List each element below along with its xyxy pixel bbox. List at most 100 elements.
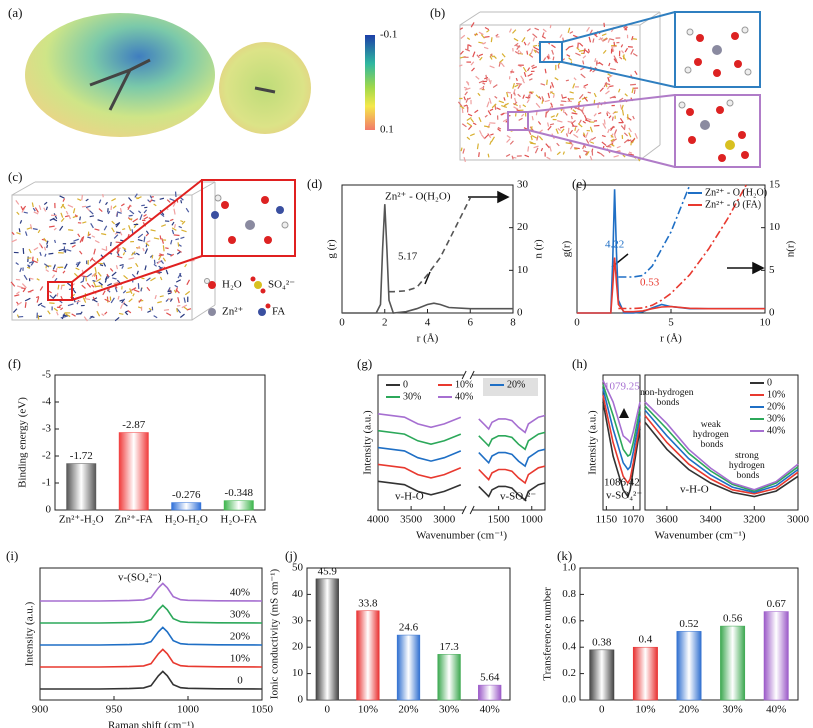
molecule-stick (65, 313, 71, 318)
molecule-stick (466, 122, 473, 127)
molecule-stick (84, 297, 91, 301)
y-axis-label: Intensity (a.u.) (587, 410, 599, 475)
x-tick-label: 8 (510, 317, 516, 329)
molecule-stick (634, 132, 638, 139)
molecule-stick (99, 264, 104, 267)
molecule-stick (621, 50, 625, 54)
molecule-stick (161, 224, 167, 227)
molecule-stick (106, 273, 110, 277)
molecule-stick (45, 206, 48, 211)
molecule-stick (560, 100, 567, 103)
molecule-stick (161, 238, 165, 244)
molecule-stick (589, 126, 593, 133)
molecule-stick (513, 156, 517, 159)
molecule-stick (177, 249, 182, 253)
molecule-stick (150, 229, 156, 232)
y-tick-label: -5 (42, 369, 52, 381)
legend-label: 30% (767, 413, 785, 424)
molecule-stick (631, 36, 634, 41)
molecule-stick (582, 132, 586, 137)
axis-break (469, 505, 475, 515)
molecule-stick (490, 37, 493, 43)
molecule-stick (582, 60, 585, 65)
molecule-stick (534, 27, 540, 31)
bar (676, 631, 702, 701)
molecule-stick (584, 151, 588, 156)
molecule-stick (111, 220, 116, 225)
molecule-stick (55, 267, 58, 272)
molecule-stick (94, 228, 100, 231)
molecule-stick (496, 107, 501, 111)
molecule-stick (76, 299, 80, 305)
molecule-stick (128, 225, 132, 232)
molecule-stick (27, 289, 34, 293)
molecule-stick (118, 312, 124, 315)
legend-text: FA (272, 306, 285, 318)
molecule-stick (599, 87, 604, 92)
molecule-stick (52, 294, 57, 299)
molecule-stick (106, 275, 110, 280)
molecule-stick (566, 54, 571, 57)
molecule-stick (145, 230, 149, 235)
molecule-stick (574, 127, 577, 131)
molecule-stick (590, 141, 595, 144)
legend-text: H₂O (222, 279, 242, 291)
molecule-stick (138, 298, 142, 303)
molecule-stick (542, 35, 546, 39)
molecule-stick (115, 241, 122, 244)
molecule-stick (159, 235, 162, 240)
inset-molecules (211, 194, 289, 244)
molecule-stick (565, 142, 571, 145)
molecule-stick (609, 38, 615, 41)
y2-tick-label: 30 (517, 179, 529, 191)
molecule-stick (586, 117, 592, 121)
molecule-stick (519, 51, 523, 55)
x-axis-label: r (Å) (417, 333, 439, 345)
molecule-stick (158, 255, 162, 261)
series-line (618, 184, 691, 278)
x-tick-label: H₂O-H₂O (165, 514, 208, 526)
series-line (40, 604, 263, 624)
molecule-stick (143, 236, 146, 243)
molecule-stick (547, 92, 551, 99)
molecule-stick (545, 111, 547, 118)
molecule-stick (618, 97, 624, 102)
molecule-stick (85, 198, 89, 202)
y-tick-label: -4 (42, 396, 52, 408)
molecule-stick (527, 42, 531, 46)
x-tick-label: 4000 (367, 514, 390, 526)
molecule-stick (57, 284, 60, 290)
molecule-stick (34, 207, 39, 213)
molecule-stick (602, 122, 607, 129)
molecule-stick (621, 109, 625, 116)
molecule-stick (166, 199, 171, 203)
molecule-stick (149, 195, 153, 199)
series-line (644, 401, 799, 491)
molecule-stick (460, 34, 466, 39)
molecule-stick (139, 214, 143, 221)
inset-molecules (678, 26, 752, 162)
molecule-stick (134, 193, 138, 198)
y2-tick-label: 20 (517, 221, 529, 233)
molecule-stick (546, 79, 548, 85)
molecule-stick (52, 218, 58, 222)
molecule-stick (606, 86, 610, 90)
molecule-stick (179, 313, 185, 318)
molecule-stick (483, 46, 489, 50)
molecule-stick (623, 25, 627, 29)
molecule-stick (179, 197, 184, 201)
annotation: v-(SO₄²⁻) (118, 572, 162, 584)
series-line (377, 413, 546, 434)
molecule-stick (136, 245, 141, 250)
molecule-stick (527, 73, 533, 77)
value-label: -0.276 (172, 489, 201, 501)
molecule-stick (602, 37, 608, 42)
molecule-stick (180, 236, 185, 240)
value-label: 17.3 (439, 641, 459, 653)
molecule-stick (515, 77, 518, 82)
molecule-stick (81, 205, 87, 208)
molecule-stick (513, 37, 519, 42)
molecule-stick (572, 109, 577, 113)
molecule-stick (583, 86, 587, 89)
molecule-stick (16, 301, 19, 305)
